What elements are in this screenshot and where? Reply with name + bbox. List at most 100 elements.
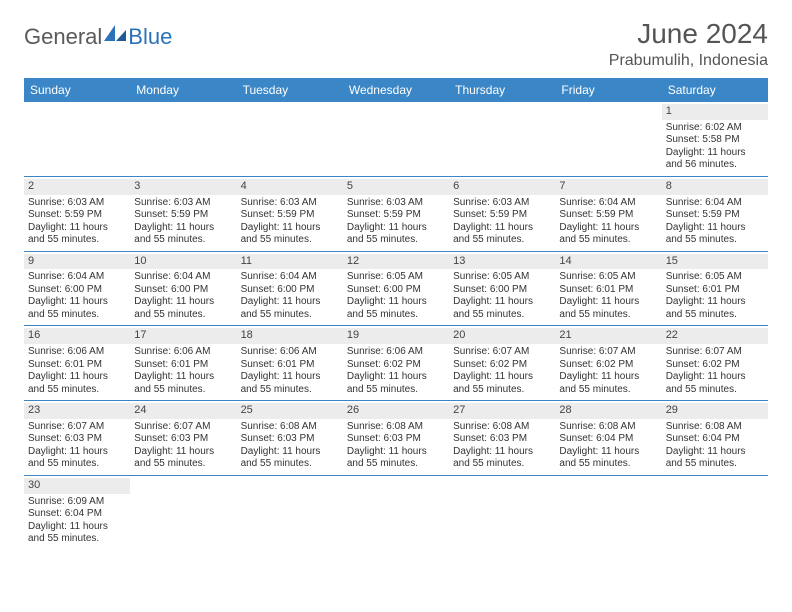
sunrise-line: Sunrise: 6:06 AM — [241, 346, 339, 359]
calendar-header-row: SundayMondayTuesdayWednesdayThursdayFrid… — [24, 78, 768, 102]
sunrise-line: Sunrise: 6:07 AM — [134, 421, 232, 434]
dayname-header: Saturday — [662, 78, 768, 102]
day-number: 13 — [449, 254, 555, 270]
daylight-line: Daylight: 11 hours and 55 minutes. — [347, 222, 445, 247]
day-number: 9 — [24, 254, 130, 270]
day-cell — [343, 476, 449, 550]
day-cell: 4Sunrise: 6:03 AMSunset: 5:59 PMDaylight… — [237, 177, 343, 251]
sunrise-line: Sunrise: 6:07 AM — [28, 421, 126, 434]
sunset-line: Sunset: 6:00 PM — [241, 284, 339, 297]
sunrise-line: Sunrise: 6:08 AM — [453, 421, 551, 434]
daylight-line: Daylight: 11 hours and 55 minutes. — [559, 296, 657, 321]
sunrise-line: Sunrise: 6:03 AM — [453, 197, 551, 210]
brand-logo: General Blue — [24, 18, 172, 50]
day-cell: 21Sunrise: 6:07 AMSunset: 6:02 PMDayligh… — [555, 326, 661, 400]
day-number: 26 — [343, 403, 449, 419]
day-cell: 3Sunrise: 6:03 AMSunset: 5:59 PMDaylight… — [130, 177, 236, 251]
dayname-header: Wednesday — [343, 78, 449, 102]
sunrise-line: Sunrise: 6:06 AM — [134, 346, 232, 359]
day-cell: 19Sunrise: 6:06 AMSunset: 6:02 PMDayligh… — [343, 326, 449, 400]
sunset-line: Sunset: 6:01 PM — [666, 284, 764, 297]
daylight-line: Daylight: 11 hours and 55 minutes. — [666, 222, 764, 247]
day-number: 23 — [24, 403, 130, 419]
day-cell: 2Sunrise: 6:03 AMSunset: 5:59 PMDaylight… — [24, 177, 130, 251]
sunrise-line: Sunrise: 6:04 AM — [241, 271, 339, 284]
calendar: SundayMondayTuesdayWednesdayThursdayFrid… — [24, 78, 768, 550]
sunset-line: Sunset: 6:02 PM — [559, 359, 657, 372]
day-number: 27 — [449, 403, 555, 419]
day-cell — [449, 102, 555, 176]
day-cell: 15Sunrise: 6:05 AMSunset: 6:01 PMDayligh… — [662, 252, 768, 326]
daylight-line: Daylight: 11 hours and 55 minutes. — [28, 446, 126, 471]
daylight-line: Daylight: 11 hours and 55 minutes. — [347, 446, 445, 471]
sunrise-line: Sunrise: 6:03 AM — [28, 197, 126, 210]
sunset-line: Sunset: 5:59 PM — [453, 209, 551, 222]
calendar-week: 9Sunrise: 6:04 AMSunset: 6:00 PMDaylight… — [24, 252, 768, 327]
day-number: 8 — [662, 179, 768, 195]
day-number: 3 — [130, 179, 236, 195]
sunrise-line: Sunrise: 6:07 AM — [559, 346, 657, 359]
brand-part2: Blue — [128, 24, 172, 50]
daylight-line: Daylight: 11 hours and 55 minutes. — [28, 296, 126, 321]
day-cell: 1Sunrise: 6:02 AMSunset: 5:58 PMDaylight… — [662, 102, 768, 176]
day-cell — [130, 102, 236, 176]
day-cell: 16Sunrise: 6:06 AMSunset: 6:01 PMDayligh… — [24, 326, 130, 400]
day-number: 2 — [24, 179, 130, 195]
sunset-line: Sunset: 6:00 PM — [28, 284, 126, 297]
day-number: 22 — [662, 328, 768, 344]
day-number: 15 — [662, 254, 768, 270]
dayname-header: Sunday — [24, 78, 130, 102]
header: General Blue June 2024 Prabumulih, Indon… — [24, 18, 768, 70]
sunset-line: Sunset: 6:02 PM — [347, 359, 445, 372]
day-cell: 14Sunrise: 6:05 AMSunset: 6:01 PMDayligh… — [555, 252, 661, 326]
daylight-line: Daylight: 11 hours and 55 minutes. — [453, 222, 551, 247]
day-cell: 25Sunrise: 6:08 AMSunset: 6:03 PMDayligh… — [237, 401, 343, 475]
day-number: 18 — [237, 328, 343, 344]
sunset-line: Sunset: 5:59 PM — [241, 209, 339, 222]
daylight-line: Daylight: 11 hours and 55 minutes. — [134, 446, 232, 471]
day-cell: 20Sunrise: 6:07 AMSunset: 6:02 PMDayligh… — [449, 326, 555, 400]
sunset-line: Sunset: 6:00 PM — [347, 284, 445, 297]
day-cell — [555, 102, 661, 176]
sunrise-line: Sunrise: 6:03 AM — [134, 197, 232, 210]
sunset-line: Sunset: 6:03 PM — [347, 433, 445, 446]
day-number: 14 — [555, 254, 661, 270]
daylight-line: Daylight: 11 hours and 55 minutes. — [666, 371, 764, 396]
sunset-line: Sunset: 5:59 PM — [559, 209, 657, 222]
day-cell — [237, 102, 343, 176]
day-cell — [555, 476, 661, 550]
daylight-line: Daylight: 11 hours and 55 minutes. — [453, 446, 551, 471]
sunrise-line: Sunrise: 6:04 AM — [134, 271, 232, 284]
sunset-line: Sunset: 6:03 PM — [28, 433, 126, 446]
day-number: 19 — [343, 328, 449, 344]
day-number: 20 — [449, 328, 555, 344]
day-cell — [237, 476, 343, 550]
day-number: 21 — [555, 328, 661, 344]
daylight-line: Daylight: 11 hours and 55 minutes. — [28, 371, 126, 396]
sunrise-line: Sunrise: 6:06 AM — [347, 346, 445, 359]
sunset-line: Sunset: 5:59 PM — [666, 209, 764, 222]
sunset-line: Sunset: 6:01 PM — [28, 359, 126, 372]
daylight-line: Daylight: 11 hours and 55 minutes. — [559, 222, 657, 247]
day-number: 6 — [449, 179, 555, 195]
sunset-line: Sunset: 6:03 PM — [453, 433, 551, 446]
daylight-line: Daylight: 11 hours and 55 minutes. — [453, 296, 551, 321]
sunrise-line: Sunrise: 6:05 AM — [559, 271, 657, 284]
calendar-page: General Blue June 2024 Prabumulih, Indon… — [0, 0, 792, 568]
daylight-line: Daylight: 11 hours and 55 minutes. — [559, 446, 657, 471]
day-cell: 5Sunrise: 6:03 AMSunset: 5:59 PMDaylight… — [343, 177, 449, 251]
dayname-header: Friday — [555, 78, 661, 102]
day-cell: 17Sunrise: 6:06 AMSunset: 6:01 PMDayligh… — [130, 326, 236, 400]
sunset-line: Sunset: 5:59 PM — [347, 209, 445, 222]
day-cell — [130, 476, 236, 550]
day-number: 29 — [662, 403, 768, 419]
daylight-line: Daylight: 11 hours and 55 minutes. — [666, 296, 764, 321]
daylight-line: Daylight: 11 hours and 55 minutes. — [241, 222, 339, 247]
day-cell: 8Sunrise: 6:04 AMSunset: 5:59 PMDaylight… — [662, 177, 768, 251]
sunset-line: Sunset: 6:04 PM — [28, 508, 126, 521]
location-text: Prabumulih, Indonesia — [609, 52, 768, 70]
calendar-body: 1Sunrise: 6:02 AMSunset: 5:58 PMDaylight… — [24, 102, 768, 550]
sunset-line: Sunset: 6:00 PM — [134, 284, 232, 297]
day-cell: 9Sunrise: 6:04 AMSunset: 6:00 PMDaylight… — [24, 252, 130, 326]
day-cell: 23 Sunrise: 6:07 AMSunset: 6:03 PMDayligh… — [24, 401, 130, 475]
